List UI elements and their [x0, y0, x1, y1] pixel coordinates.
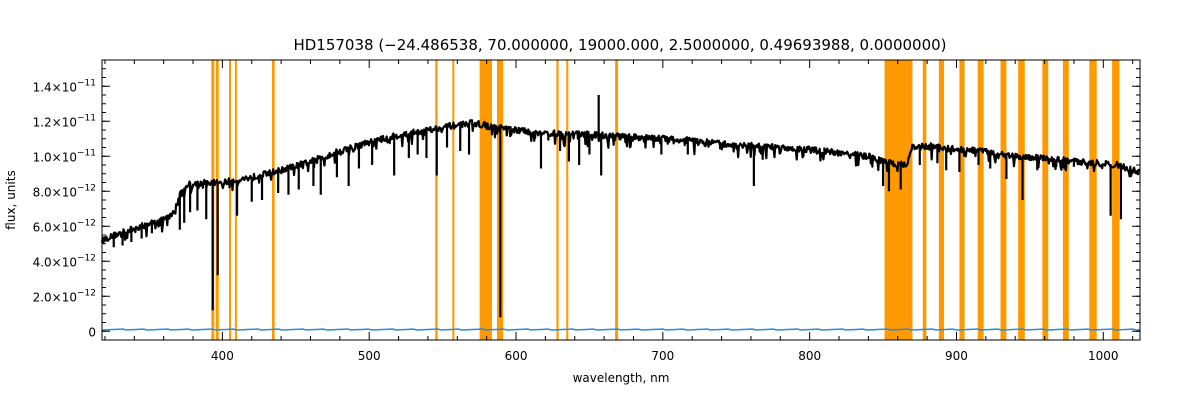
x-tick-label-1: 500 [358, 349, 381, 363]
masked-region-16 [959, 60, 965, 340]
masked-region-20 [1042, 60, 1049, 340]
masked-region-2 [228, 60, 231, 340]
y-tick-label-5: 1.0×10−11 [33, 148, 96, 164]
y-tick-label-1: 2.0×10−12 [33, 288, 96, 304]
x-tick-label-3: 700 [651, 349, 674, 363]
masked-region-4 [272, 60, 275, 340]
x-tick-label-0: 400 [211, 349, 234, 363]
masked-region-23 [1112, 60, 1120, 340]
masked-region-11 [615, 60, 619, 340]
masked-region-12 [884, 60, 907, 340]
masked-region-13 [906, 60, 913, 340]
y-axis-label: flux, units [4, 170, 18, 229]
y-tick-label-7: 1.4×10−11 [33, 78, 96, 94]
masked-region-6 [452, 60, 455, 340]
masked-region-21 [1062, 60, 1069, 340]
series-layer [100, 95, 1141, 331]
y-tick-label-3: 6.0×10−12 [33, 218, 96, 234]
x-tick-label-2: 600 [505, 349, 528, 363]
masked-region-17 [977, 60, 984, 340]
masked-region-3 [234, 60, 237, 340]
x-tick-label-4: 800 [798, 349, 821, 363]
masked-region-7 [479, 60, 492, 340]
error-series-line [101, 328, 1141, 331]
masked-region-19 [1018, 60, 1025, 340]
masked-region-15 [938, 60, 944, 340]
masked-region-14 [922, 60, 927, 340]
x-axis-label: wavelength, nm [573, 371, 670, 385]
y-tick-label-2: 4.0×10−12 [33, 253, 96, 269]
masked-region-10 [566, 60, 569, 340]
masked-region-22 [1089, 60, 1097, 340]
masked-region-5 [435, 60, 438, 340]
y-axis: 0 2.0×10−12 4.0×10−12 6.0×10−12 8.0×10−12 1.0… [33, 68, 1140, 339]
masked-region-9 [556, 60, 559, 340]
x-tick-label-6: 1000 [1088, 349, 1119, 363]
masked-regions [211, 60, 1120, 340]
x-tick-label-5: 900 [945, 349, 968, 363]
masked-region-18 [1000, 60, 1007, 340]
y-tick-label-6: 1.2×10−11 [33, 113, 96, 129]
y-tick-label-4: 8.0×10−12 [33, 183, 96, 199]
chart-title: HD157038 (−24.486538, 70.000000, 19000.0… [293, 36, 946, 54]
x-axis: 400 500 600 700 800 900 1000 [104, 60, 1134, 363]
y-tick-label-0: 0 [88, 325, 96, 339]
plot-frame [101, 59, 1141, 341]
